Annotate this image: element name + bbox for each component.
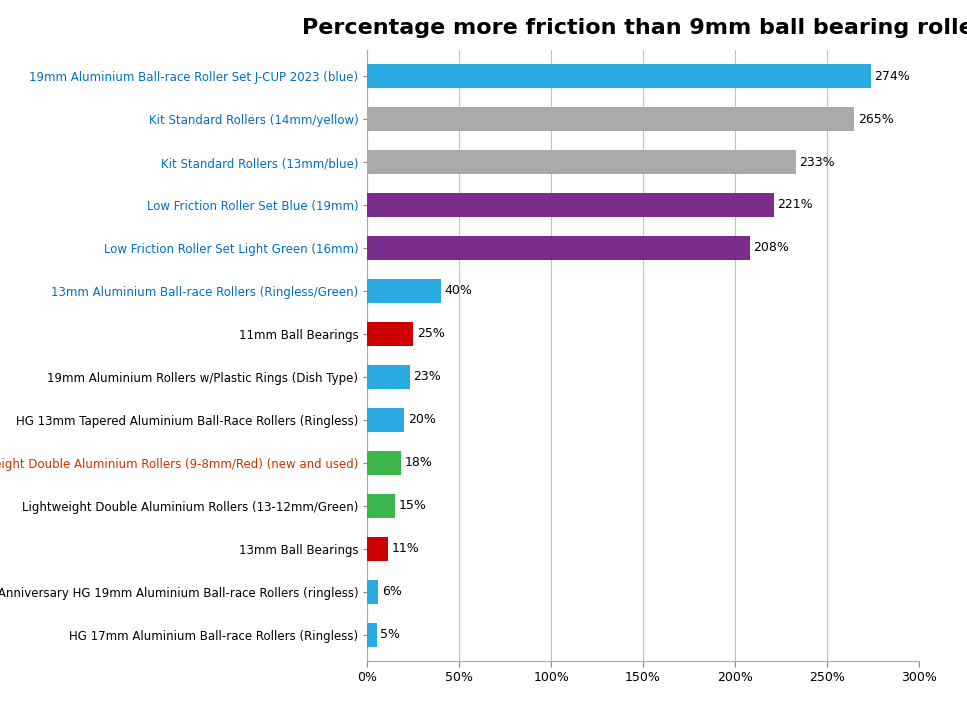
Text: 274%: 274% [874,70,910,83]
Text: 23%: 23% [414,370,441,383]
Bar [367,451,400,475]
Text: 208%: 208% [753,241,789,254]
Bar [367,537,388,561]
Bar [367,408,404,432]
Bar [367,580,378,604]
Text: 221%: 221% [777,198,813,212]
Bar [367,279,441,303]
Text: 15%: 15% [398,499,426,513]
Bar [367,236,749,260]
Bar [367,623,377,647]
Bar [367,494,396,518]
Text: 18%: 18% [404,457,432,470]
Bar [367,107,855,131]
Text: 6%: 6% [382,585,402,598]
Text: 265%: 265% [858,113,894,126]
Text: 20%: 20% [408,414,436,426]
Bar [367,64,871,88]
Text: 11%: 11% [392,542,419,555]
Bar [367,322,414,346]
Text: 233%: 233% [800,156,835,169]
Text: 5%: 5% [380,628,400,641]
Text: 25%: 25% [417,327,445,340]
Bar [367,365,410,388]
Bar [367,150,796,174]
Bar [367,193,774,217]
Text: 40%: 40% [445,284,473,297]
Title: Percentage more friction than 9mm ball bearing roller: Percentage more friction than 9mm ball b… [302,18,967,37]
